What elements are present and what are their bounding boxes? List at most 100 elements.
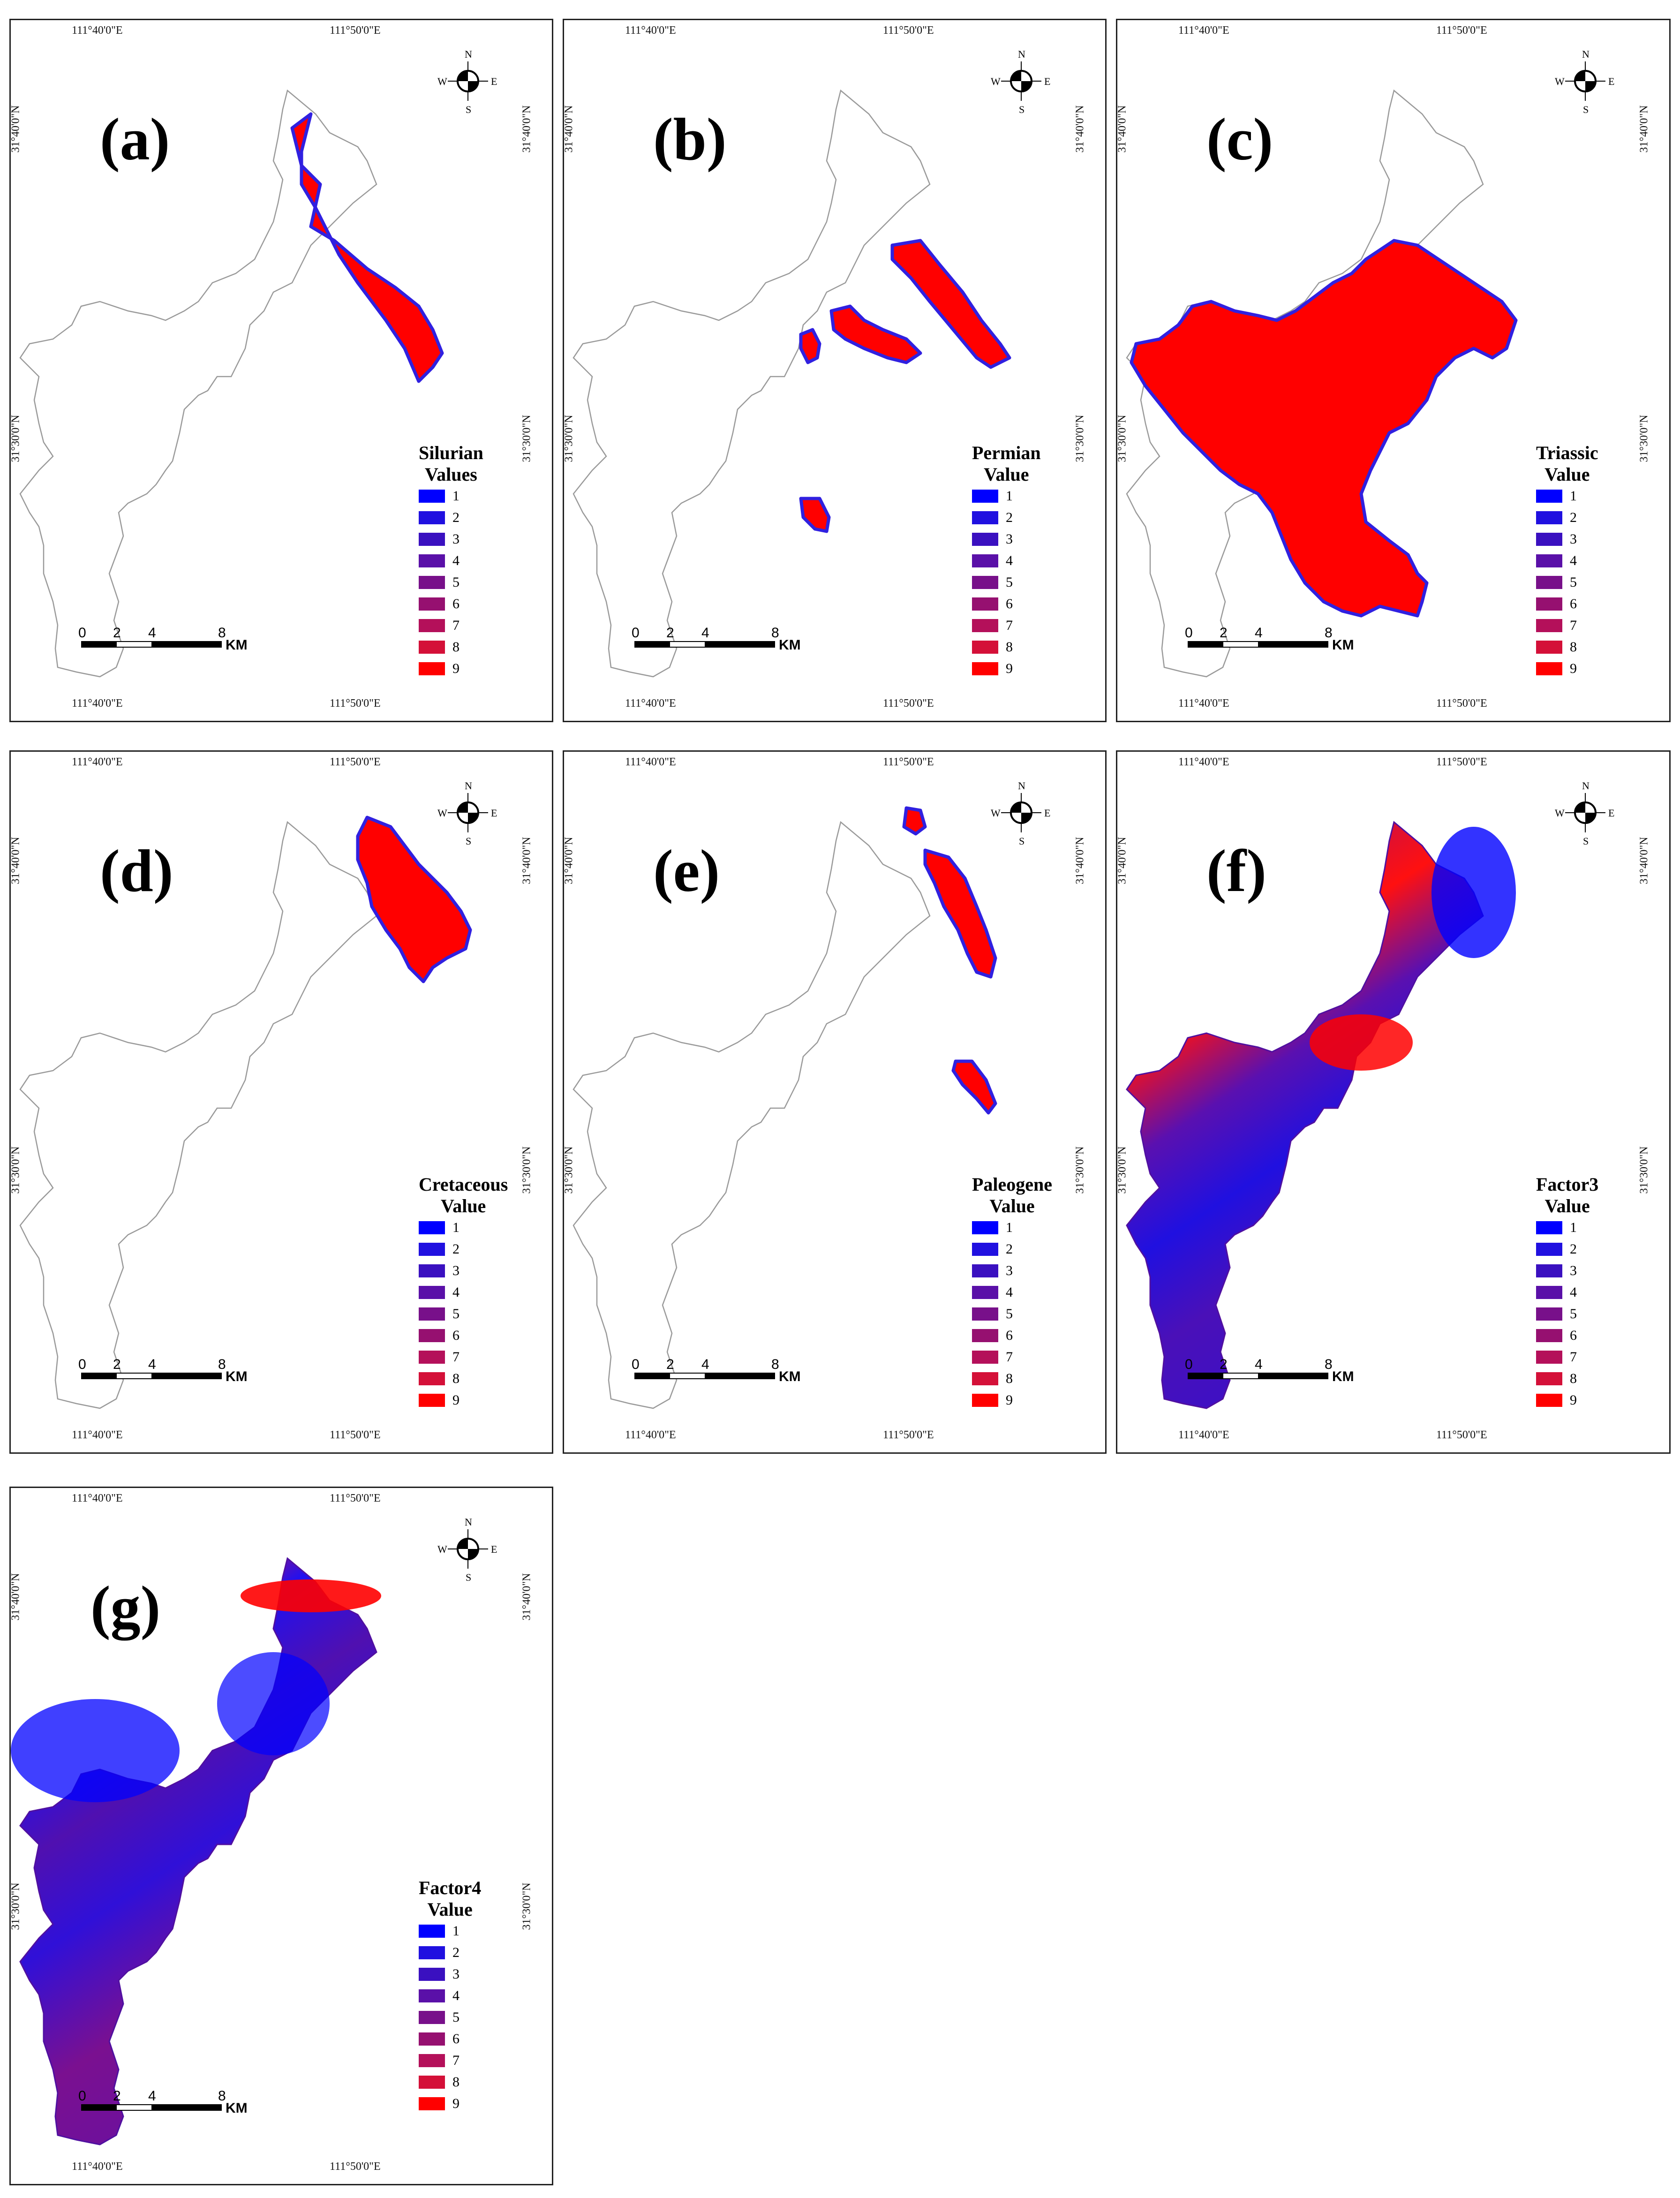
legend-item: 2 [419,507,483,529]
legend-swatch [972,576,998,589]
legend-item: 1 [419,485,483,507]
legend-value: 6 [452,596,460,612]
legend-item: 3 [972,529,1041,550]
legend-swatch [419,1989,445,2002]
latitude-label: 31°40'0"N [9,105,22,153]
legend-swatch [419,2011,445,2024]
legend-item: 7 [972,615,1041,636]
legend-item: 7 [419,1346,508,1368]
legend-value: 5 [1570,1306,1577,1322]
legend-swatch [419,1946,445,1959]
compass-s-label: S [1019,104,1025,115]
legend-item: 5 [419,1303,508,1325]
scale-unit: KM [1332,637,1354,653]
legend-swatch [1536,1329,1562,1342]
factor-surface [19,1557,377,2145]
scale-tick-label: 2 [666,625,674,641]
scale-tick-label: 0 [632,1357,640,1372]
legend-swatch [419,1307,445,1321]
legend-value: 9 [1006,661,1013,676]
legend-item: 8 [972,636,1041,658]
compass-n-label: N [1582,48,1590,60]
legend-value: 7 [452,618,460,633]
latitude-label: 31°30'0"N [563,1146,575,1194]
legend-swatch [419,576,445,589]
longitude-label: 111°40'0"E [72,1429,123,1441]
legend-swatch [1536,1221,1562,1234]
longitude-label: 111°40'0"E [1178,756,1229,768]
legend-swatch [1536,490,1562,503]
legend-value: 9 [1570,1392,1577,1408]
scale-tick-label: 4 [701,625,709,641]
legend-item: 6 [972,593,1041,615]
scale-tick-label: 8 [218,625,226,641]
legend-item: 3 [1536,529,1598,550]
legend: Silurian Values 1 2 3 4 5 6 7 8 9 [419,442,483,680]
legend-value: 9 [452,1392,460,1408]
compass-e-label: E [491,76,497,87]
latitude-label: 31°30'0"N [9,415,22,462]
legend-item: 7 [419,615,483,636]
scale-tick-label: 8 [218,2088,226,2104]
latitude-label: 31°40'0"N [1116,837,1129,884]
legend-title: Values [424,464,477,485]
latitude-label: 31°40'0"N [520,837,533,884]
legend-item: 4 [419,1282,508,1303]
legend-title: Silurian [419,442,483,463]
legend-value: 5 [452,1306,460,1322]
panel-label: (e) [653,838,720,904]
legend-value: 7 [1570,1349,1577,1365]
legend-swatch [419,2032,445,2046]
legend-value: 5 [452,2009,460,2025]
legend-item: 1 [972,485,1041,507]
longitude-label: 111°50'0"E [883,24,934,37]
latitude-label: 31°40'0"N [520,105,533,153]
latitude-label: 31°30'0"N [520,1882,533,1930]
legend-item: 9 [1536,1390,1598,1411]
legend-value: 8 [1570,639,1577,655]
compass-n-label: N [465,780,472,792]
compass-w-label: W [437,807,447,819]
legend-swatch [419,1264,445,1277]
legend-value: 6 [1006,596,1013,612]
legend-title: Factor3 [1536,1174,1599,1195]
latitude-label: 31°30'0"N [1638,415,1650,462]
legend-item: 4 [972,550,1041,572]
longitude-label: 111°50'0"E [1436,697,1487,710]
legend-value: 1 [452,488,460,504]
legend-value: 3 [452,531,460,547]
longitude-label: 111°40'0"E [1178,24,1229,37]
legend-item: 3 [419,1260,508,1282]
panel-label: (d) [100,838,173,904]
legend-swatch [972,619,998,632]
high-zone [241,1579,381,1612]
legend-swatch [1536,619,1562,632]
legend-item: 9 [419,2093,481,2115]
map-panel-c: 111°40'0"E 111°50'0"E 111°40'0"E 111°50'0"E… [1116,19,1671,722]
legend-value: 2 [1006,1241,1013,1257]
compass-s-label: S [466,104,472,115]
scale-tick-label: 2 [1220,1357,1228,1372]
latitude-label: 31°40'0"N [563,105,575,153]
map-canvas [19,816,472,1409]
longitude-label: 111°40'0"E [72,756,123,768]
factor-surface [1126,821,1484,1409]
latitude-label: 31°40'0"N [1116,105,1129,153]
scale-tick-label: 8 [771,625,779,641]
map-panel-d: 111°40'0"E 111°50'0"E 111°40'0"E 111°50'0"E… [9,750,553,1454]
legend-item: 8 [419,1368,508,1390]
legend-item: 5 [972,1303,1052,1325]
latitude-label: 31°40'0"N [563,837,575,884]
panel-label: (b) [653,106,727,173]
longitude-label: 111°40'0"E [72,697,123,710]
legend-value: 7 [1570,618,1577,633]
scale-bar: 0 2 4 8 KM [632,1357,801,1384]
legend-title: Factor4 [419,1877,482,1898]
scale-tick-label: 0 [78,2088,86,2104]
scale-tick-label: 2 [113,1357,121,1372]
district-boundary [19,89,377,678]
legend-item: 2 [419,1239,508,1260]
legend-item: 3 [1536,1260,1598,1282]
legend-value: 7 [452,2053,460,2068]
legend-value: 7 [1006,1349,1013,1365]
